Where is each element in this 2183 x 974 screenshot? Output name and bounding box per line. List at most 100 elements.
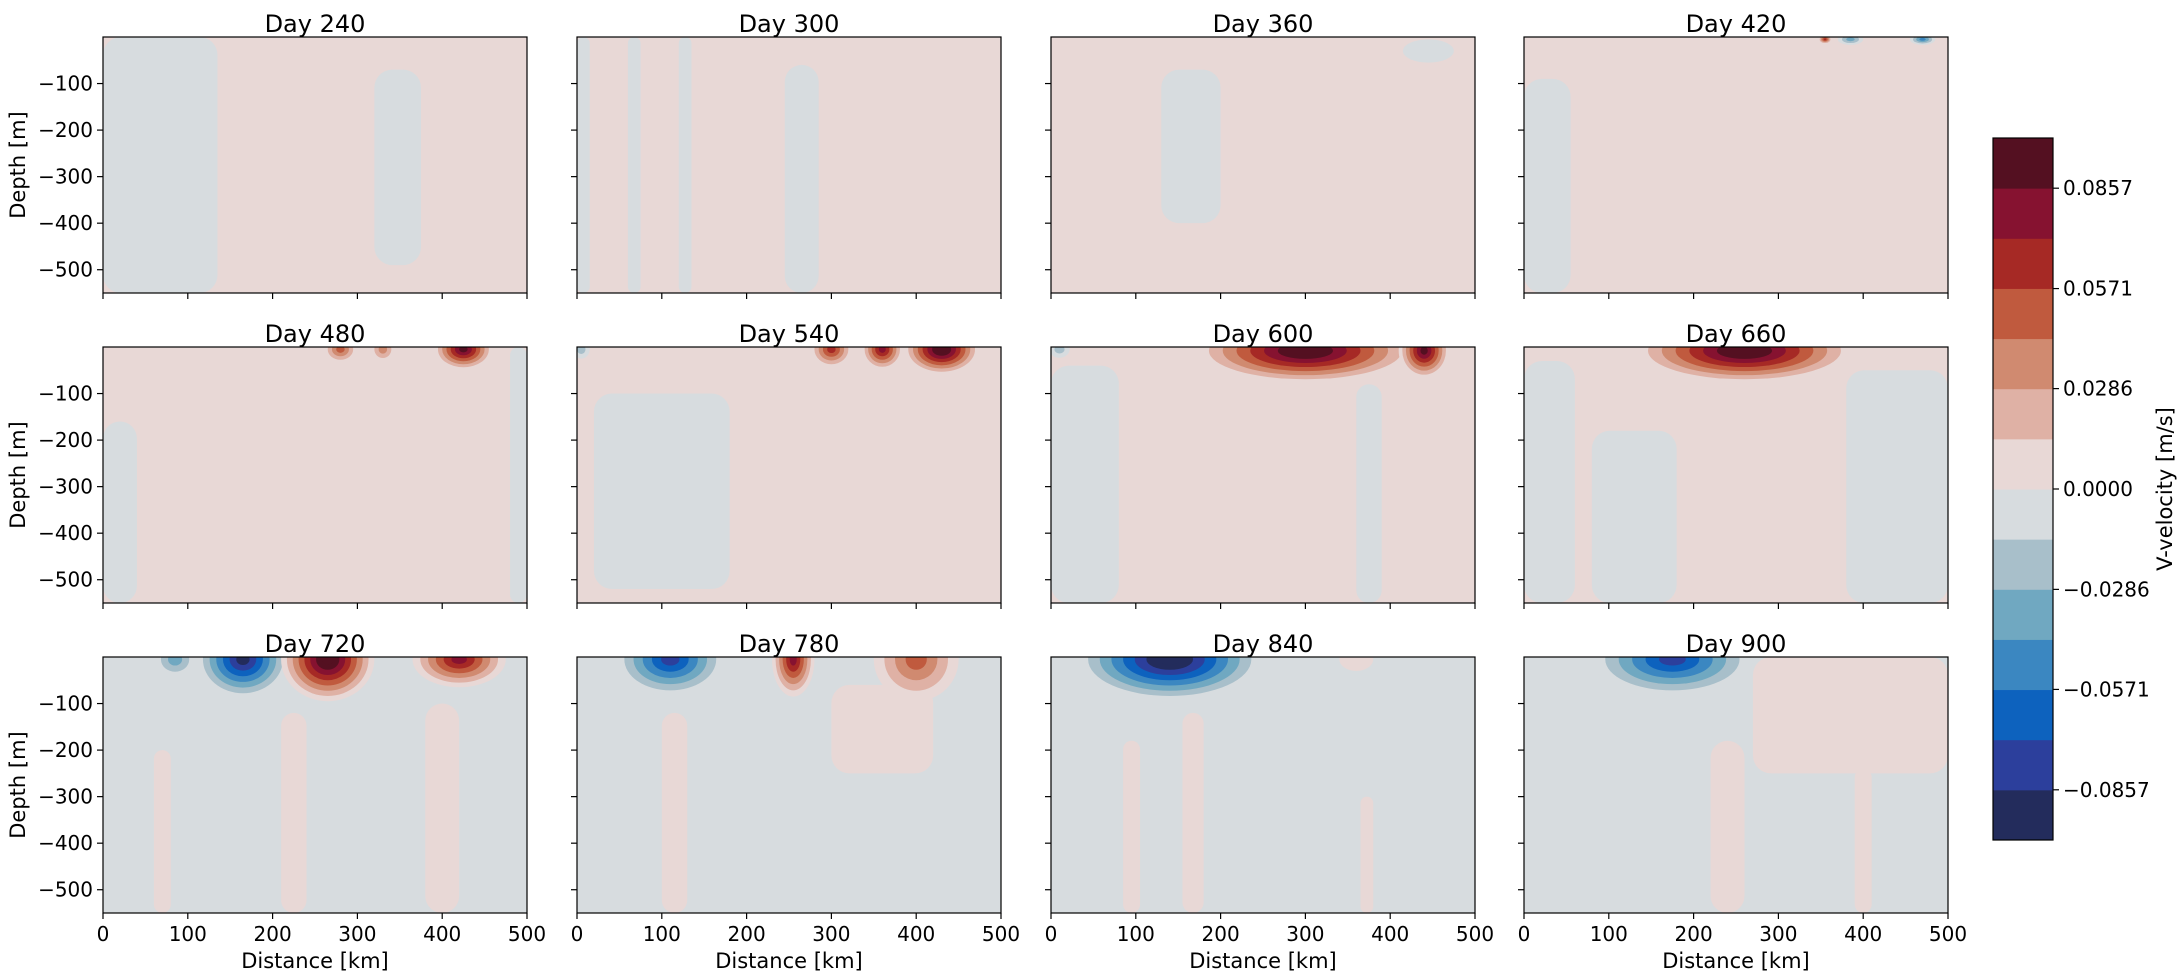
x-tick-label: 100	[1117, 922, 1155, 946]
axes-frame	[1523, 346, 1949, 604]
colorbar-segment	[1993, 338, 2053, 390]
y-tick-label: −100	[38, 72, 93, 96]
colorbar-label: V-velocity [m/s]	[2153, 407, 2177, 571]
contour-band	[103, 37, 218, 293]
panel-title: Day 300	[739, 10, 840, 38]
panel: Day 360	[1045, 10, 1476, 299]
panel-title: Day 540	[739, 320, 840, 348]
y-tick-label: −400	[38, 211, 93, 235]
panel: Day 540	[571, 320, 1002, 609]
colorbar-segment	[1993, 639, 2053, 691]
panel-title: Day 720	[265, 630, 366, 658]
panel: Day 240 −100 −200 −300 −400 −500 Depth [m]	[6, 10, 528, 299]
contour-level	[1919, 37, 1926, 41]
contour-band	[153, 750, 171, 913]
contour-band	[374, 69, 421, 266]
contour-level	[936, 347, 947, 353]
panel: Day 840 0 100 200 300 400 500 Distance [km]	[1045, 630, 1494, 973]
panel-title: Day 780	[739, 630, 840, 658]
panel-title: Day 240	[265, 10, 366, 38]
axes-frame	[576, 656, 1002, 914]
y-tick-label: −200	[38, 428, 93, 452]
x-tick-label: 300	[1759, 922, 1797, 946]
contour-band	[1710, 740, 1745, 913]
contour-level	[1658, 657, 1686, 666]
panel: Day 480 −100 −200 −300 −400 −500 Depth [m]	[6, 320, 528, 609]
contour-level	[1846, 37, 1855, 42]
contour-band	[1524, 360, 1575, 603]
y-axis-label: Depth [m]	[6, 111, 30, 218]
colorbar-segment	[1993, 438, 2053, 490]
y-tick-label: −500	[38, 568, 93, 592]
contour-level	[321, 657, 334, 665]
contour-level	[1054, 347, 1065, 354]
contour-band	[1846, 370, 1948, 603]
contour-field	[577, 657, 1001, 913]
contour-band	[1591, 430, 1677, 603]
colorbar-segment	[1993, 539, 2053, 590]
contour-band	[1051, 365, 1119, 603]
y-tick-label: −300	[38, 475, 93, 499]
axes-frame	[1050, 346, 1476, 604]
y-tick-label: −300	[38, 165, 93, 189]
contour-level	[1339, 657, 1374, 671]
contour-band	[1182, 712, 1204, 913]
x-tick-label: 100	[643, 922, 681, 946]
contour-background	[1051, 657, 1475, 913]
contour-background	[103, 347, 527, 603]
x-tick-label: 200	[254, 922, 292, 946]
x-tick-label: 500	[1456, 922, 1494, 946]
x-tick-label: 500	[1929, 922, 1967, 946]
contour-band	[784, 64, 819, 293]
contour-band	[661, 712, 688, 913]
axes-frame	[576, 36, 1002, 294]
contour-band	[425, 703, 460, 913]
x-tick-label: 400	[897, 922, 935, 946]
colorbar-segment	[1993, 288, 2053, 340]
panel: Day 300	[571, 10, 1002, 299]
x-tick-label: 400	[423, 922, 461, 946]
axes-frame	[102, 656, 528, 914]
contour-field	[1524, 37, 1948, 293]
contour-level	[827, 347, 836, 354]
colorbar-segment	[1993, 388, 2053, 440]
contour-level	[878, 347, 886, 353]
x-tick-label: 300	[1286, 922, 1324, 946]
contour-band	[1854, 768, 1872, 913]
contour-band	[1356, 384, 1382, 603]
contour-level	[661, 657, 680, 666]
contour-background	[1524, 37, 1948, 293]
colorbar-tick-label: 0.0571	[2063, 277, 2133, 301]
x-tick-label: 100	[1590, 922, 1628, 946]
x-tick-label: 300	[812, 922, 850, 946]
y-axis-label: Depth [m]	[6, 421, 30, 528]
x-axis-label: Distance [km]	[241, 949, 389, 973]
y-axis-label: Depth [m]	[6, 731, 30, 838]
y-tick-label: −500	[38, 258, 93, 282]
x-tick-label: 500	[508, 922, 546, 946]
contour-level	[459, 347, 468, 353]
x-tick-label: 0	[1045, 922, 1058, 946]
contour-field	[1524, 657, 1948, 913]
x-tick-label: 0	[571, 922, 584, 946]
x-tick-label: 0	[1518, 922, 1531, 946]
axes-frame	[102, 346, 528, 604]
contour-band	[1161, 69, 1221, 224]
colorbar: 0.0857 0.0571 0.0286 0.0000 −0.0286 −0.0571 −0…	[1992, 137, 2177, 841]
y-tick-label: −100	[38, 692, 93, 716]
y-tick-label: −500	[38, 878, 93, 902]
x-tick-label: 400	[1844, 922, 1882, 946]
contour-band	[593, 393, 730, 590]
x-tick-label: 200	[728, 922, 766, 946]
panel: Day 420	[1518, 10, 1949, 299]
axes-frame	[1050, 656, 1476, 914]
contour-band	[281, 712, 307, 913]
panel-title: Day 420	[1686, 10, 1787, 38]
panel-title: Day 600	[1213, 320, 1314, 348]
colorbar-segment	[1993, 238, 2053, 289]
contour-level	[236, 657, 250, 665]
contour-field	[1051, 347, 1475, 603]
colorbar-segment	[1993, 188, 2053, 239]
contour-band	[1752, 657, 1948, 774]
